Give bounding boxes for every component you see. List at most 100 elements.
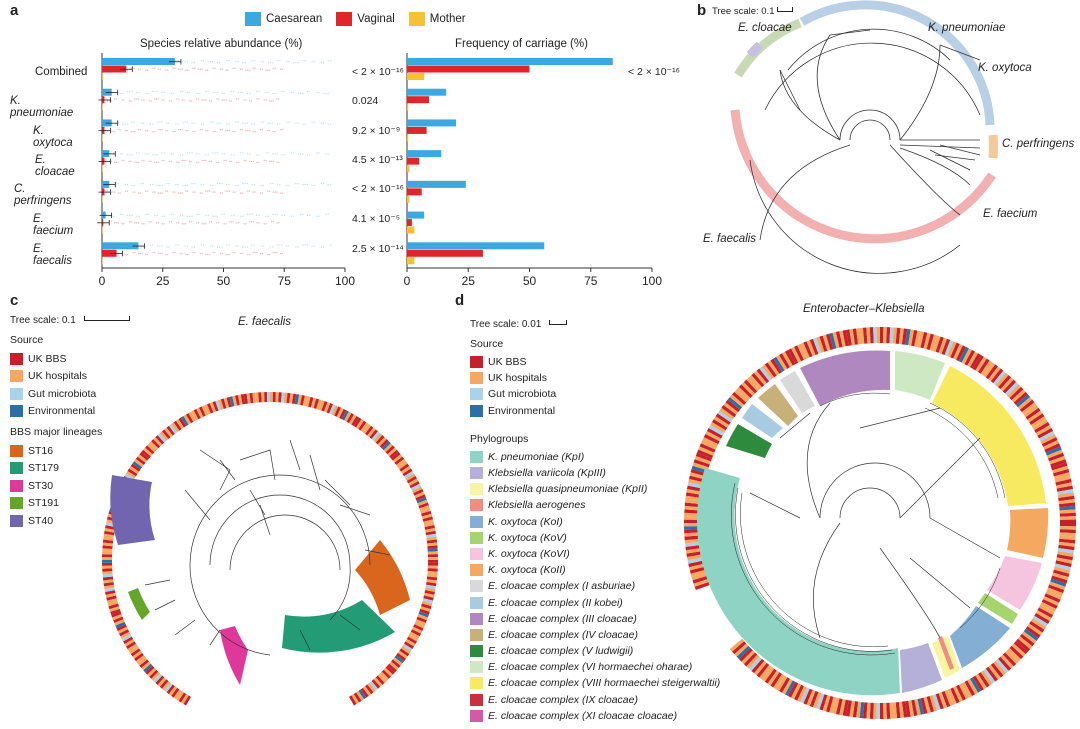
c-ring-segment (423, 595, 434, 601)
abundance-sample-dot (302, 60, 304, 62)
c-ring-segment (409, 631, 420, 639)
abundance-sample-dot (161, 91, 163, 94)
abundance-sample-dot (182, 154, 184, 156)
abundance-sample-dot (200, 123, 202, 125)
abundance-sample-dot (134, 161, 136, 164)
abundance-sample-dot (261, 252, 264, 255)
abundance-sample-dot (177, 161, 180, 164)
d-ring-segment (684, 512, 701, 517)
d-ring-segment (985, 364, 998, 380)
d-ring-segment (1059, 509, 1076, 514)
abundance-sample-dot (175, 244, 177, 246)
d-ring-segment (684, 519, 701, 523)
abundance-sample-dot (101, 123, 103, 125)
abundance-sample-dot (279, 123, 281, 125)
d-ring-segment (993, 370, 1006, 386)
abundance-sample-dot (148, 160, 151, 163)
d-ring-segment (1058, 495, 1075, 502)
abundance-sample-dot (255, 214, 258, 217)
d-ring-segment (1054, 475, 1071, 483)
abundance-sample-dot (181, 252, 183, 255)
abundance-sample-dot (114, 161, 116, 164)
abundance-sample-dot (278, 222, 280, 224)
abundance-sample-dot (245, 69, 247, 71)
abundance-sample-dot (185, 159, 187, 162)
c-wedge-st16 (355, 540, 410, 615)
abundance-sample-dot (302, 183, 304, 186)
abundance-sample-dot (268, 160, 271, 163)
abundance-sample-dot (223, 99, 225, 101)
abundance-sample-dot (209, 184, 212, 187)
d-ring-segment (983, 362, 996, 378)
c-ring-segment (421, 510, 432, 517)
d-ring-segment (727, 397, 743, 410)
abundance-sample-dot (191, 182, 193, 185)
abundance-sample-dot (247, 129, 249, 132)
abundance-sample-dot (159, 184, 161, 187)
abundance-sample-dot (170, 92, 172, 95)
d-ring-segment (1050, 459, 1067, 468)
d-phylo-item-6: K. oxytoca (KoVI) (470, 546, 720, 562)
abundance-sample-dot (272, 182, 274, 185)
abundance-sample-dot (117, 246, 119, 248)
abundance-sample-dot (279, 68, 282, 70)
d-ring-segment (711, 419, 728, 431)
abundance-sample-dot (141, 252, 143, 255)
c-ring-segment (176, 419, 184, 430)
d-phylo-item-1: Klebsiella variicola (KpIII) (470, 465, 720, 481)
c-ring-segment (180, 693, 189, 705)
abundance-sample-dot (177, 192, 180, 194)
d-ring-segment (1059, 535, 1076, 541)
abundance-sample-dot (157, 192, 160, 194)
abundance-sample-dot (274, 213, 276, 216)
abundance-sample-dot (101, 244, 103, 246)
abundance-sample-dot (208, 100, 211, 102)
abundance-sample-dot (124, 253, 127, 256)
d-ring-segment (692, 575, 709, 584)
c-ring-segment (385, 665, 395, 675)
abundance-sample-dot (129, 90, 131, 93)
abundance-sample-dot (147, 213, 149, 216)
abundance-sample-dot (247, 253, 249, 256)
abundance-sample-dot (239, 68, 242, 70)
c-lineage-list: ST16 ST179 ST30 ST191 ST40 (10, 442, 102, 530)
category-label-combined: Combined (35, 66, 88, 78)
abundance-sample-dot (115, 246, 117, 248)
abundance-sample-dot (103, 90, 106, 93)
abundance-sample-dot (237, 61, 239, 63)
abundance-sample-dot (205, 90, 207, 93)
abundance-sample-dot (217, 98, 220, 100)
c-ring-segment (427, 568, 438, 572)
abundance-sample-dot (236, 222, 238, 224)
d-phylo-item-16: E. cloacae complex (XI cloacae cloacae) (470, 708, 720, 724)
c-ring-segment (141, 449, 151, 459)
abundance-sample-dot (243, 223, 245, 225)
abundance-sample-dot (179, 90, 182, 93)
c-ring-segment (391, 659, 401, 668)
abundance-sample-dot (181, 159, 183, 162)
abundance-sample-dot (152, 90, 154, 93)
c-ring-segment (415, 494, 426, 501)
abundance-sample-dot (126, 253, 129, 256)
d-ring-segment (1011, 389, 1026, 403)
abundance-sample-dot (168, 246, 170, 248)
c-ring-segment (291, 393, 297, 404)
abundance-sample-dot (122, 92, 124, 95)
c-ring-segment (183, 414, 191, 425)
d-ring-segment (762, 666, 775, 682)
abundance-sample-dot (150, 160, 152, 163)
d-ring-segment (1023, 628, 1039, 641)
abundance-sample-dot (179, 128, 182, 131)
d-ring-segment (690, 569, 707, 578)
c-ring-segment (423, 519, 434, 525)
c-ring-segment (111, 611, 122, 618)
c-ring-segment (103, 533, 114, 539)
d-ring-segment (849, 328, 855, 346)
abundance-sample-dot (101, 183, 103, 186)
abundance-sample-dot (203, 159, 205, 162)
abundance-sample-dot (114, 98, 116, 100)
c-ring-segment (173, 420, 182, 431)
abundance-sample-dot (157, 161, 160, 164)
abundance-sample-dot (191, 152, 193, 154)
abundance-sample-dot (108, 100, 110, 102)
